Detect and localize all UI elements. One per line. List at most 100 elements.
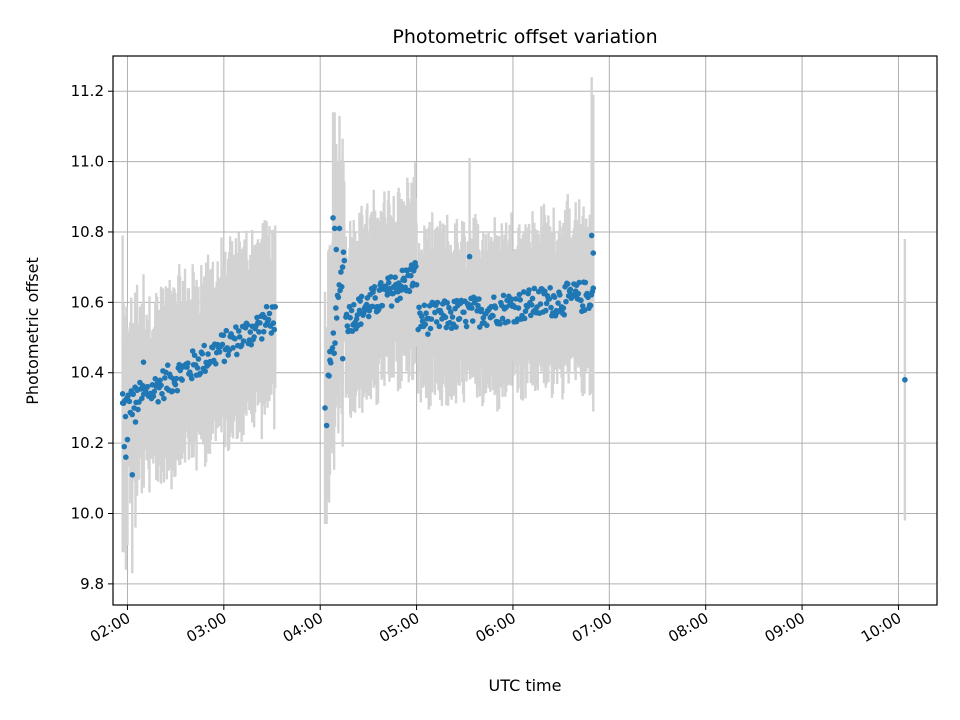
data-point: [216, 349, 223, 355]
data-point: [233, 324, 239, 330]
data-point: [542, 288, 548, 295]
data-point: [129, 471, 136, 478]
data-point: [413, 263, 419, 270]
data-point: [436, 323, 443, 330]
data-point: [332, 340, 338, 346]
data-point: [413, 281, 420, 288]
data-point: [201, 342, 208, 349]
data-point: [119, 391, 126, 397]
data-point: [235, 328, 242, 334]
data-point: [162, 375, 168, 381]
data-point: [158, 382, 164, 389]
data-point: [497, 321, 503, 327]
data-point: [561, 311, 568, 318]
x-tick-label: 05:00: [376, 609, 422, 646]
data-point: [221, 358, 228, 365]
x-tick-label: 03:00: [183, 609, 229, 646]
data-point: [256, 329, 262, 335]
data-point: [339, 264, 346, 270]
data-point: [257, 320, 263, 326]
data-point: [444, 300, 451, 306]
data-point: [385, 279, 392, 286]
data-point: [416, 304, 422, 311]
x-tick-label: 02:00: [87, 609, 133, 646]
data-point: [161, 395, 167, 402]
data-point: [449, 314, 456, 320]
data-point: [560, 305, 567, 311]
data-point: [333, 246, 340, 253]
y-tick-label: 11.2: [71, 82, 104, 100]
data-point: [121, 443, 128, 450]
data-point: [248, 341, 255, 348]
data-point: [358, 293, 365, 300]
data-point: [129, 411, 136, 418]
data-point: [505, 318, 511, 325]
data-point: [466, 253, 473, 260]
data-point: [191, 352, 198, 359]
data-point: [521, 315, 528, 322]
data-point: [582, 279, 589, 286]
data-point: [333, 315, 340, 321]
data-point: [247, 329, 254, 335]
data-point: [236, 334, 243, 340]
data-point: [326, 373, 332, 379]
data-point: [371, 284, 378, 290]
data-points: [119, 215, 908, 478]
data-point: [528, 302, 535, 308]
data-point: [126, 398, 133, 405]
data-point: [339, 355, 346, 362]
data-point: [522, 308, 529, 315]
data-point: [199, 350, 206, 357]
data-point: [563, 298, 569, 305]
data-point: [902, 376, 908, 383]
data-point: [219, 341, 226, 348]
data-point: [529, 295, 536, 302]
data-point: [172, 381, 179, 388]
data-point: [508, 296, 515, 302]
data-point: [189, 348, 196, 354]
data-point: [157, 377, 163, 384]
data-point: [475, 302, 481, 309]
data-point: [428, 316, 435, 322]
x-tick-label: 10:00: [858, 609, 904, 646]
data-point: [134, 387, 140, 394]
data-point: [272, 304, 279, 310]
data-point: [265, 316, 272, 323]
data-point: [456, 315, 463, 322]
data-point: [363, 301, 370, 308]
data-point: [397, 295, 403, 302]
data-point: [499, 315, 506, 322]
data-point: [557, 292, 563, 298]
data-point: [490, 313, 496, 319]
data-point: [442, 314, 449, 321]
data-point: [150, 393, 157, 400]
data-point: [515, 305, 522, 311]
data-point: [401, 277, 408, 284]
data-point: [343, 311, 350, 318]
y-tick-label: 10.2: [71, 434, 104, 452]
data-point: [124, 436, 131, 443]
data-point: [587, 302, 594, 309]
data-point: [447, 309, 454, 315]
y-tick-label: 10.6: [71, 293, 104, 311]
y-tick-label: 11.0: [71, 153, 104, 171]
data-point: [388, 274, 394, 280]
data-point: [327, 359, 334, 366]
data-point: [202, 368, 208, 375]
data-point: [542, 307, 549, 314]
data-point: [327, 348, 333, 355]
data-point: [251, 334, 257, 340]
data-point: [205, 351, 211, 357]
data-point: [526, 287, 532, 293]
y-tick-label: 9.8: [80, 575, 104, 593]
data-point: [350, 301, 357, 308]
data-point: [427, 325, 434, 332]
data-point: [230, 345, 236, 351]
data-point: [358, 321, 364, 327]
data-point: [590, 250, 597, 256]
data-point: [524, 304, 531, 310]
y-tick-label: 10.4: [71, 364, 104, 382]
data-point: [174, 387, 181, 394]
data-point: [546, 296, 553, 302]
data-point: [453, 324, 459, 330]
